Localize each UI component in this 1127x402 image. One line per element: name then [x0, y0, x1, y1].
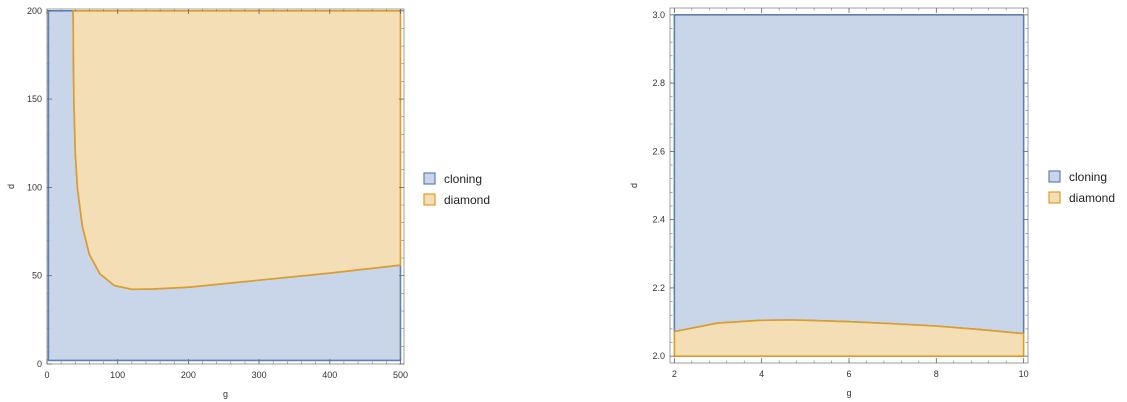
y-tick-label: 150	[27, 94, 42, 104]
cloning-region	[673, 14, 1025, 335]
x-tick-label: 0	[44, 370, 49, 380]
y-tick-label: 2.0	[652, 351, 665, 361]
diamond-region	[72, 9, 402, 291]
x-tick-label: 2	[672, 369, 677, 379]
x-tick-label: 4	[759, 369, 764, 379]
diamond-region	[673, 319, 1025, 357]
diamond-legend-label: diamond	[1069, 191, 1115, 205]
cloning-legend-label: cloning	[444, 172, 482, 186]
x-tick-label: 200	[181, 370, 196, 380]
diamond-legend-label: diamond	[444, 193, 490, 207]
legend: cloning diamond	[1048, 170, 1115, 205]
y-tick-label: 50	[32, 271, 42, 281]
y-axis-label: d	[629, 183, 639, 188]
y-tick-label: 200	[27, 6, 42, 16]
x-tick-label: 300	[252, 370, 267, 380]
y-tick-label: 2.2	[652, 283, 665, 293]
chart-1: 0 100 200 300 400 500 0 50 100 150 200 g d cloning dia…	[6, 6, 490, 399]
x-tick-label: 8	[934, 369, 939, 379]
cloning-legend-label: cloning	[1069, 170, 1107, 184]
x-axis-label: g	[846, 388, 851, 398]
x-tick-label: 400	[322, 370, 337, 380]
x-tick-label: 6	[846, 369, 851, 379]
diamond-legend-swatch	[1048, 191, 1061, 204]
y-tick-label: 0	[37, 359, 42, 369]
diamond-legend-swatch	[423, 193, 436, 206]
x-tick-label: 10	[1019, 369, 1029, 379]
y-axis-label: d	[6, 184, 16, 189]
cloning-legend-swatch	[423, 172, 436, 185]
plot-frame	[46, 8, 405, 365]
y-tick-label: 3.0	[652, 10, 665, 20]
cloning-legend-swatch	[1048, 170, 1061, 183]
y-tick-label: 2.6	[652, 146, 665, 156]
y-tick-label: 2.8	[652, 78, 665, 88]
chart-2: 2 4 6 8 10 2.0 2.2 2.4 2.6 2.8 3.0 g d cloning diamond	[629, 7, 1115, 398]
x-tick-label: 100	[110, 370, 125, 380]
x-axis-label: g	[223, 389, 228, 399]
legend: cloning diamond	[423, 172, 490, 207]
y-tick-label: 2.4	[652, 215, 665, 225]
x-tick-label: 500	[393, 370, 408, 380]
y-tick-label: 100	[27, 182, 42, 192]
